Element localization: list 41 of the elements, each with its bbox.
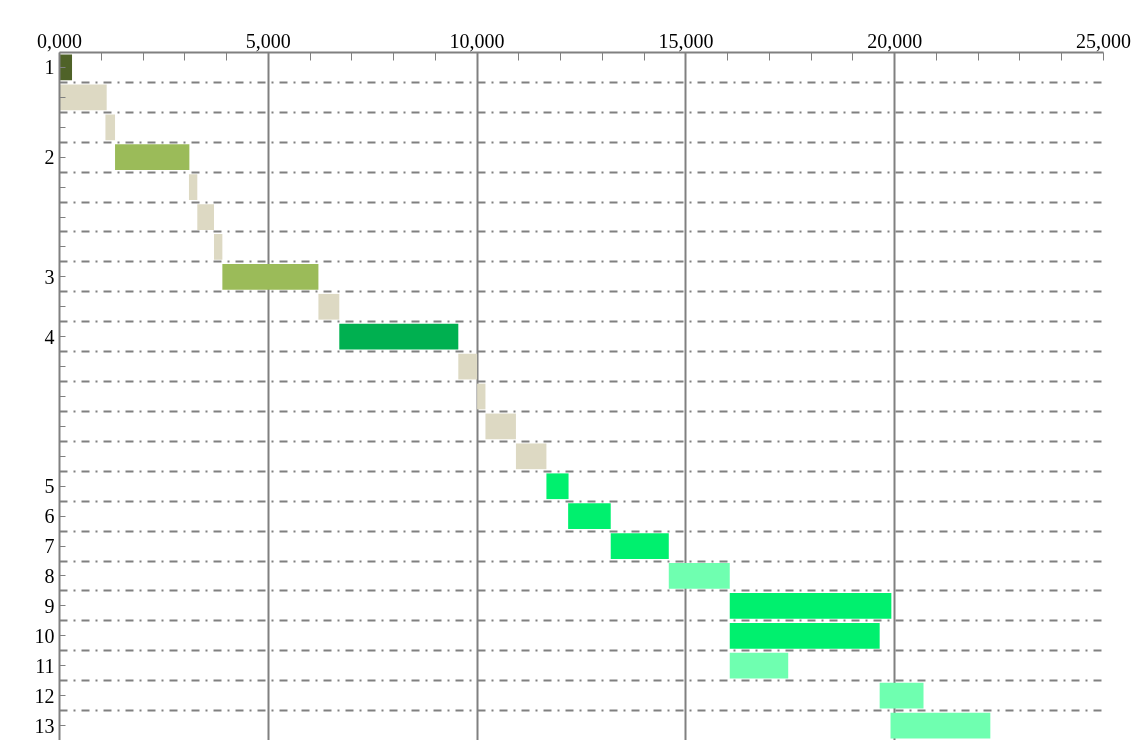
bar <box>115 144 190 171</box>
y-tick-label: 13 <box>34 714 55 737</box>
bar <box>729 652 789 679</box>
bar <box>890 712 991 739</box>
x-tick-label: 15,000 <box>658 29 714 52</box>
bar <box>458 353 478 380</box>
bar <box>668 563 730 589</box>
y-tick-label: 11 <box>35 654 55 677</box>
y-tick-label: 5 <box>44 475 55 498</box>
y-tick-label: 6 <box>44 505 55 528</box>
bar <box>729 622 880 649</box>
y-tick-label: 3 <box>44 265 55 288</box>
bar <box>485 413 516 440</box>
bar <box>339 323 459 350</box>
y-tick-label: 10 <box>34 624 55 647</box>
y-tick-label: 1 <box>44 56 55 79</box>
bar <box>214 234 223 260</box>
bar <box>318 293 340 320</box>
bar <box>879 682 924 709</box>
x-tick-label: 25,000 <box>1076 29 1131 52</box>
y-tick-label: 8 <box>44 564 55 587</box>
x-tick-label: 5,000 <box>245 29 291 52</box>
bar <box>568 503 611 530</box>
x-tick-label: 20,000 <box>867 29 923 52</box>
bar <box>188 174 198 200</box>
y-tick-label: 12 <box>34 684 55 707</box>
y-tick-label: 2 <box>44 146 55 169</box>
bar <box>105 114 116 141</box>
bar <box>197 204 215 230</box>
x-tick-label: 10,000 <box>449 29 505 52</box>
bar <box>610 533 669 559</box>
x-tick-label: 0,000 <box>37 29 82 52</box>
y-tick-label: 7 <box>44 535 55 558</box>
bar <box>59 84 107 111</box>
bar <box>729 593 892 619</box>
bar <box>477 383 486 410</box>
bar <box>546 473 569 500</box>
bar <box>222 263 319 290</box>
y-tick-label: 9 <box>44 594 55 617</box>
y-tick-label: 4 <box>44 325 55 348</box>
bar <box>515 443 547 470</box>
